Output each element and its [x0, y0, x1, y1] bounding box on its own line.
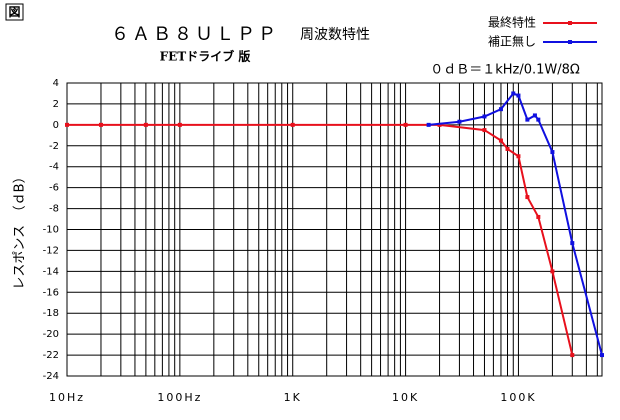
point-marker	[516, 154, 521, 159]
point-marker	[426, 122, 431, 127]
point-marker	[536, 214, 541, 219]
point-marker	[290, 122, 295, 127]
legend-marker	[568, 40, 572, 44]
point-marker	[570, 353, 575, 358]
point-marker	[98, 122, 103, 127]
point-marker	[532, 113, 537, 118]
figure-label-box	[5, 3, 24, 21]
series-line	[428, 92, 603, 356]
y-tick-label: -20	[43, 329, 59, 340]
point-marker	[511, 91, 516, 96]
x-tick-label: 10K	[392, 391, 419, 404]
figure-label: 図	[8, 5, 20, 19]
point-marker	[516, 93, 521, 98]
y-tick-label: -4	[49, 162, 59, 173]
point-marker	[505, 146, 510, 151]
y-tick-label: -14	[43, 266, 59, 277]
x-tick-label: 10Hz	[49, 391, 85, 404]
point-marker	[498, 138, 503, 143]
point-marker	[525, 117, 530, 122]
point-marker	[177, 122, 182, 127]
point-marker	[482, 114, 487, 119]
point-marker	[403, 122, 408, 127]
x-tick-label: 100K	[500, 391, 536, 404]
x-tick-label: 1K	[284, 391, 302, 404]
y-tick-label: 4	[53, 78, 59, 89]
y-tick-label: -16	[43, 287, 59, 298]
legend-marker	[568, 21, 572, 25]
y-tick-label: -8	[49, 204, 59, 215]
point-marker	[525, 195, 530, 200]
legend-label: 最終特性	[488, 15, 536, 30]
point-marker	[600, 353, 604, 358]
y-tick-label: -6	[49, 183, 59, 194]
y-tick-label: -24	[43, 371, 59, 382]
point-marker	[65, 122, 69, 127]
point-marker	[498, 107, 503, 112]
point-marker	[457, 119, 462, 124]
y-tick-label: -10	[43, 225, 59, 236]
point-marker	[536, 117, 541, 122]
point-marker	[482, 128, 487, 133]
point-marker	[550, 269, 555, 274]
chart-title-suffix: 周波数特性	[300, 27, 370, 43]
chart-title: ６ＡＢ８ＵＬＰＰ	[111, 24, 279, 45]
legend-label: 補正無し	[488, 34, 536, 49]
y-tick-label: -22	[43, 350, 59, 361]
y-tick-label: -2	[49, 141, 59, 152]
x-tick-label: 100Hz	[157, 391, 202, 404]
y-tick-label: -12	[43, 245, 59, 256]
subtitle: FETドライブ 版	[160, 49, 251, 64]
plot-frame	[66, 82, 603, 377]
y-tick-label: 2	[53, 99, 59, 110]
y-tick-label: 0	[53, 120, 59, 131]
point-marker	[570, 241, 575, 246]
point-marker	[143, 122, 148, 127]
point-marker	[550, 150, 555, 155]
y-tick-label: -18	[43, 308, 59, 319]
note: ０ｄＢ＝１kHz/0.1W/8Ω	[430, 63, 580, 78]
point-marker	[437, 122, 442, 127]
y-axis-label: レスポンス （ｄB）	[13, 170, 28, 289]
